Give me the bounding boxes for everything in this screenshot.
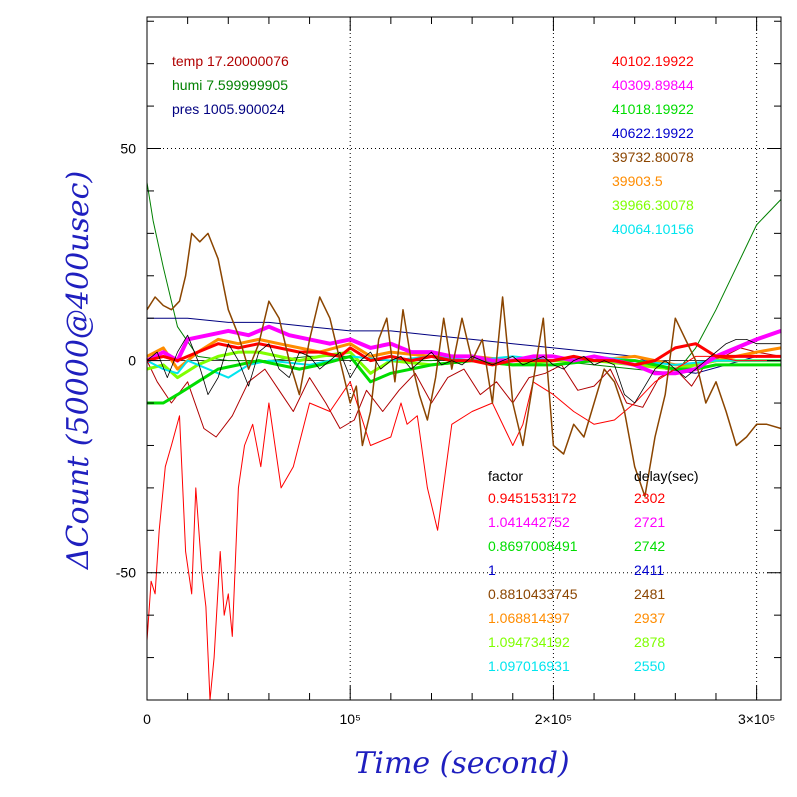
base-value-item: 39903.5 [612, 173, 663, 189]
factor-value: 0.9451531172 [488, 490, 577, 506]
delay-value: 2721 [634, 514, 665, 530]
delay-value: 2937 [634, 610, 665, 626]
env-legend-item: pres 1005.900024 [172, 101, 285, 117]
base-value-item: 39966.30078 [612, 197, 694, 213]
series-line-11 [146, 334, 781, 404]
factor-value: 1 [488, 562, 496, 578]
x-tick-label: 2×10⁵ [535, 711, 572, 727]
y-tick-label: 50 [120, 141, 136, 157]
x-tick-label: 3×10⁵ [738, 711, 775, 727]
delay-value: 2481 [634, 586, 665, 602]
base-value-item: 40622.19922 [612, 125, 694, 141]
x-tick-label: 0 [143, 711, 151, 727]
tick-labels: 0 10⁵ 2×10⁵ 3×10⁵ 50 0 -50 [116, 141, 776, 727]
delay-header: delay(sec) [634, 468, 699, 484]
factor-value: 0.8810433745 [488, 586, 578, 602]
x-tick-label: 10⁵ [340, 711, 361, 727]
base-value-item: 41018.19922 [612, 101, 694, 117]
factor-value: 1.041442752 [488, 514, 570, 530]
delay-value: 2878 [634, 634, 665, 650]
factor-value: 1.097016931 [488, 658, 570, 674]
base-value-item: 40309.89844 [612, 77, 694, 93]
plot-frame [146, 16, 782, 701]
table-rows: 0.9451531172 2302 1.041442752 2721 0.8697008… [488, 490, 665, 674]
delay-value: 2302 [634, 490, 665, 506]
factor-value: 0.8697008491 [488, 538, 578, 554]
series-line-10 [146, 232, 782, 498]
factor-header: factor [488, 468, 523, 484]
base-value-item: 39732.80078 [612, 149, 694, 165]
base-value-item: 40064.10156 [612, 221, 694, 237]
factor-value: 1.094734192 [488, 634, 570, 650]
factor-value: 1.068814397 [488, 610, 570, 626]
env-legend: temp 17.20000076 humi 7.599999905 pres 100… [172, 53, 289, 117]
series-layer [146, 182, 782, 701]
y-tick-label: -50 [116, 565, 136, 581]
grid [147, 17, 781, 700]
y-axis-title: ΔCount (50000@400usec) [61, 171, 96, 570]
base-value-item: 40102.19922 [612, 53, 694, 69]
x-axis-title: Time (second) [354, 746, 569, 781]
delay-value: 2742 [634, 538, 665, 554]
env-legend-item: humi 7.599999905 [172, 77, 288, 93]
series-line-9 [146, 355, 781, 701]
base-values: 40102.19922 40309.89844 41018.19922 40622.1… [612, 53, 694, 237]
y-tick-label: 0 [128, 353, 136, 369]
env-legend-item: temp 17.20000076 [172, 53, 289, 69]
delay-value: 2411 [634, 562, 664, 578]
delay-value: 2550 [634, 658, 665, 674]
ticks [146, 17, 781, 700]
factor-table: factor delay(sec) 0.9451531172 2302 1.0414… [488, 468, 699, 674]
